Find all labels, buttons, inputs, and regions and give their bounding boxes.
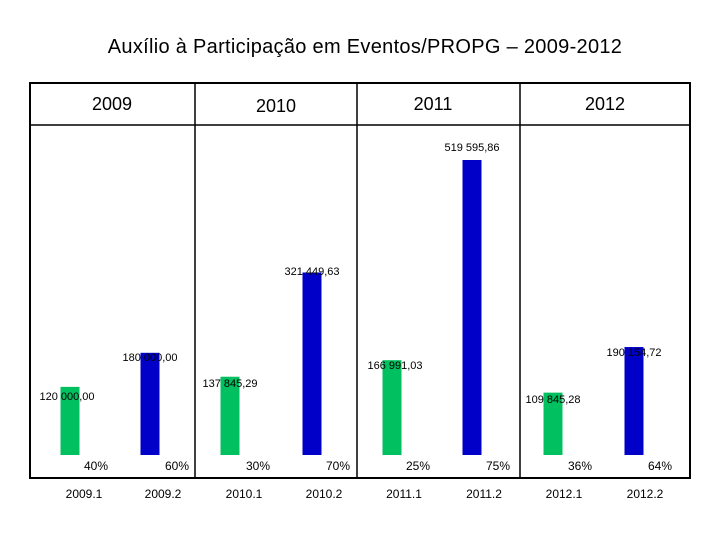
category-tick-label: 2012.2 — [627, 487, 664, 501]
value-label: 120 000,00 — [39, 391, 94, 403]
year-labels-group: 2009 2010 2011 2012 — [92, 94, 625, 116]
chart-title: Auxílio à Participação em Eventos/PROPG … — [107, 36, 623, 58]
bar-2012.2 — [624, 347, 644, 455]
category-tick-label: 2011.1 — [386, 487, 422, 501]
labels-group: 120 000,00 40% 2009.1 180 000,00 60% 2009.2 13… — [39, 142, 672, 501]
year-label: 2010 — [256, 96, 296, 116]
percent-label: 30% — [246, 459, 270, 473]
value-label: 180 000,00 — [122, 352, 177, 364]
plot-frame — [29, 82, 691, 479]
value-label: 109 845,28 — [525, 394, 580, 406]
bar-2010.2 — [302, 272, 322, 455]
year-label: 2011 — [414, 94, 453, 114]
bar-2010.1 — [220, 376, 240, 455]
percent-label: 64% — [648, 459, 672, 473]
bar-2009.1 — [60, 386, 80, 455]
bar-2012.1 — [543, 392, 563, 455]
category-tick-label: 2009.1 — [66, 487, 103, 501]
value-label: 137 845,29 — [202, 378, 257, 390]
percent-label: 60% — [165, 459, 189, 473]
bar-2011.2 — [462, 160, 482, 455]
percent-label: 75% — [486, 459, 510, 473]
year-label: 2009 — [92, 94, 132, 114]
category-tick-label: 2010.2 — [306, 487, 343, 501]
value-label: 190 154,72 — [606, 347, 661, 359]
category-tick-label: 2010.1 — [226, 487, 263, 501]
value-label: 519 595,86 — [444, 142, 499, 154]
value-label: 321 449,63 — [284, 266, 339, 278]
bar-2009.2 — [140, 352, 160, 455]
value-label: 166 991,03 — [367, 360, 422, 372]
percent-label: 40% — [84, 459, 108, 473]
bars-group — [60, 160, 644, 455]
percent-label: 70% — [326, 459, 350, 473]
bar-2011.1 — [382, 360, 402, 455]
year-label: 2012 — [585, 94, 625, 114]
chart-frame-group — [29, 82, 691, 479]
percent-label: 25% — [406, 459, 430, 473]
category-tick-label: 2012.1 — [546, 487, 583, 501]
category-tick-label: 2009.2 — [145, 487, 182, 501]
category-tick-label: 2011.2 — [466, 487, 502, 501]
percent-label: 36% — [568, 459, 592, 473]
